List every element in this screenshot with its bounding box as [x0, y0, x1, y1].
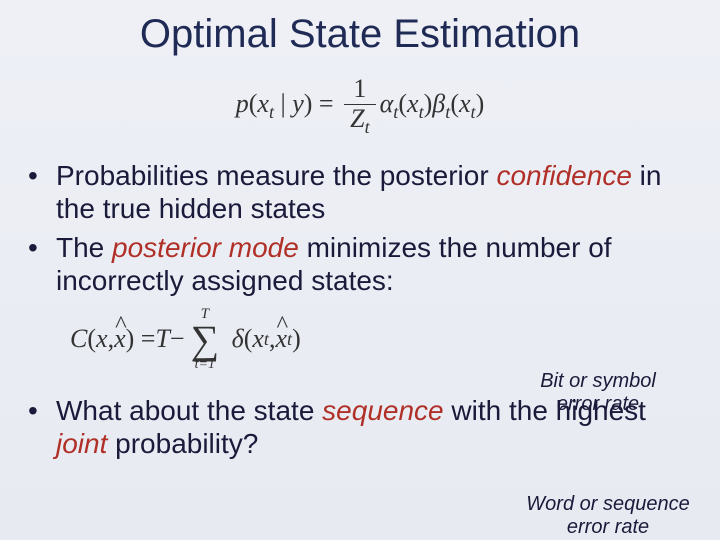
eq1-bx: x	[459, 89, 471, 118]
annot2-l1: Word or sequence	[526, 493, 689, 515]
eq1-bopen: (	[450, 89, 459, 118]
bullet-1: • Probabilities measure the posterior co…	[28, 159, 692, 225]
eq1-bar: |	[274, 89, 292, 118]
b3-pre: What about the state	[56, 395, 322, 426]
eq1-fraction: 1Zt	[344, 75, 376, 137]
eq1-bclose: )	[476, 89, 485, 118]
bullet-2: • The posterior mode minimizes the numbe…	[28, 231, 692, 297]
eq2-sum-bot: t=1	[195, 358, 215, 372]
bullet-1-text: Probabilities measure the posterior conf…	[56, 159, 692, 225]
annotation-word-error: Word or sequence error rate	[508, 493, 708, 539]
eq2-xhat: x	[114, 324, 126, 354]
eq2-dx: x	[252, 324, 264, 354]
eq1-xt: x	[257, 89, 269, 118]
bullet-list-1: • Probabilities measure the posterior co…	[0, 159, 720, 297]
eq1-p: p	[236, 89, 249, 118]
eq1-Z: Z	[350, 104, 364, 133]
annot2-l2: error rate	[567, 516, 649, 538]
eq1-beta: β	[432, 89, 445, 118]
b3-em1: sequence	[322, 395, 443, 426]
eq2-delta: δ	[232, 324, 244, 354]
bullet-dot: •	[28, 231, 56, 297]
eq1-aopen: (	[398, 89, 407, 118]
eq1-close: ) =	[304, 89, 340, 118]
b1-pre: Probabilities measure the posterior	[56, 160, 496, 191]
annot1-l2: error rate	[557, 393, 639, 415]
b1-em: confidence	[496, 160, 631, 191]
bullet-2-text: The posterior mode minimizes the number …	[56, 231, 692, 297]
equation-posterior: p(xt | y) = 1Ztαt(xt)βt(xt)	[0, 75, 720, 137]
b3-em2: joint	[56, 428, 107, 459]
eq1-Zt: t	[365, 117, 370, 137]
eq2-open: (	[87, 324, 96, 354]
annotation-bit-error: Bit or symbol error rate	[518, 370, 678, 416]
bullet-dot: •	[28, 159, 56, 225]
eq1-alpha: α	[380, 89, 394, 118]
eq1-frac-num: 1	[344, 75, 376, 105]
eq2-dxhat: x	[275, 324, 287, 354]
eq1-ax: x	[407, 89, 419, 118]
eq2-sum: T∑t=1	[191, 307, 220, 372]
eq2-minus: −	[170, 324, 185, 354]
eq1-y: y	[292, 89, 304, 118]
eq2-dclose: )	[292, 324, 301, 354]
b3-post: probability?	[107, 428, 258, 459]
equation-cost: C(x, x) = T − T∑t=1 δ(xt, xt)	[0, 307, 720, 372]
annot1-l1: Bit or symbol	[540, 370, 656, 392]
sigma-icon: ∑	[191, 322, 220, 358]
eq2-C: C	[70, 324, 87, 354]
eq2-x: x	[96, 324, 108, 354]
b2-pre: The	[56, 232, 112, 263]
page-title: Optimal State Estimation	[0, 0, 720, 57]
b2-em: posterior mode	[112, 232, 299, 263]
eq2-T: T	[155, 324, 169, 354]
bullet-dot: •	[28, 394, 56, 460]
eq1-frac-den: Zt	[344, 105, 376, 137]
eq2-close: ) =	[126, 324, 156, 354]
eq1-aclose: )	[424, 89, 433, 118]
